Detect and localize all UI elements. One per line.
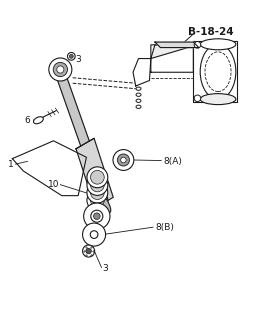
Circle shape (91, 171, 104, 184)
Polygon shape (56, 71, 89, 146)
Polygon shape (76, 138, 113, 208)
Circle shape (194, 42, 201, 48)
Ellipse shape (200, 44, 236, 99)
Text: 8(A): 8(A) (163, 157, 182, 166)
Circle shape (87, 190, 108, 211)
Circle shape (49, 58, 72, 81)
Ellipse shape (136, 105, 141, 108)
Ellipse shape (200, 94, 236, 105)
Circle shape (86, 248, 91, 254)
Circle shape (68, 52, 75, 60)
Text: 3: 3 (103, 264, 109, 273)
Text: 1: 1 (8, 160, 14, 169)
Circle shape (91, 210, 103, 222)
Ellipse shape (136, 93, 141, 96)
Circle shape (113, 149, 134, 171)
Circle shape (91, 178, 104, 192)
Text: 10: 10 (48, 180, 59, 189)
Ellipse shape (136, 99, 141, 102)
Polygon shape (151, 45, 193, 59)
Circle shape (94, 213, 100, 220)
Circle shape (83, 245, 95, 257)
Text: 6: 6 (25, 116, 30, 125)
Circle shape (70, 54, 73, 58)
Circle shape (57, 66, 64, 73)
Polygon shape (133, 59, 151, 86)
Circle shape (87, 174, 108, 196)
Circle shape (194, 95, 201, 101)
Text: 3: 3 (75, 55, 81, 64)
Ellipse shape (34, 117, 43, 124)
Text: 8(B): 8(B) (155, 223, 174, 232)
Circle shape (87, 167, 108, 188)
Circle shape (117, 154, 129, 166)
Circle shape (84, 203, 110, 229)
Ellipse shape (200, 39, 236, 50)
Ellipse shape (57, 69, 64, 78)
Polygon shape (12, 141, 86, 196)
Circle shape (53, 62, 68, 76)
Polygon shape (155, 42, 199, 48)
Ellipse shape (136, 87, 141, 90)
Circle shape (91, 194, 104, 207)
Circle shape (87, 182, 108, 203)
Circle shape (83, 223, 106, 246)
Circle shape (91, 186, 104, 199)
Circle shape (90, 231, 98, 238)
Circle shape (121, 157, 126, 163)
Text: B-18-24: B-18-24 (188, 28, 234, 37)
Ellipse shape (98, 192, 111, 212)
Polygon shape (151, 45, 193, 72)
Polygon shape (193, 41, 237, 102)
Ellipse shape (205, 52, 231, 92)
